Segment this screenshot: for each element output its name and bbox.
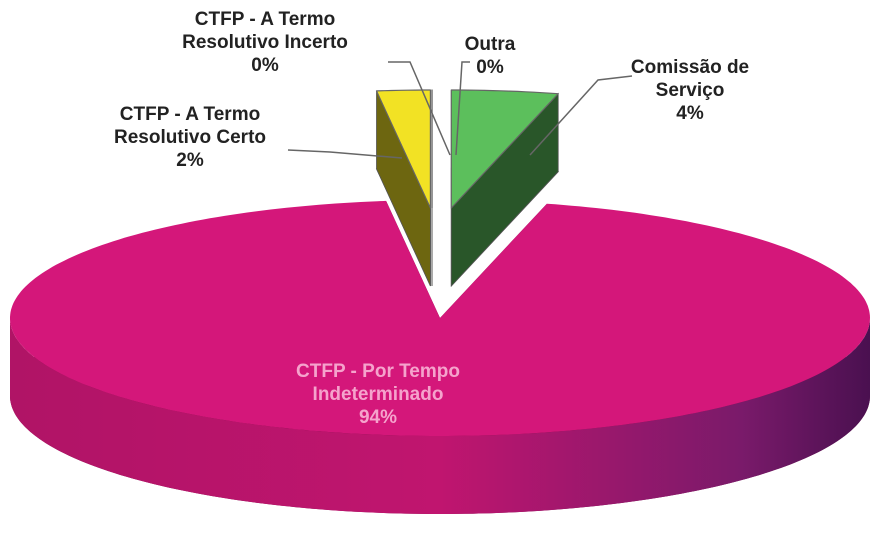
data-label: Comissão de Serviço 4% (631, 56, 749, 125)
leader-line (388, 61, 451, 156)
slice-value: 0% (476, 57, 504, 78)
slice-name: Comissão de Serviço (630, 57, 750, 101)
slice-value: 0% (251, 55, 279, 76)
leader-lines (287, 61, 633, 159)
slice-name: CTFP - Por Tempo Indeterminado (296, 361, 460, 405)
data-label: CTFP - Por Tempo Indeterminado 94% (296, 360, 460, 429)
slice-value: 2% (176, 150, 204, 171)
data-label: Outra 0% (465, 33, 516, 79)
slice-name: Outra (464, 34, 516, 55)
data-label: CTFP - A Termo Resolutivo Certo 2% (114, 103, 266, 172)
slice-value: 4% (676, 103, 704, 124)
slice-side (10, 318, 870, 514)
leader-line (529, 75, 633, 156)
data-label: CTFP - A Termo Resolutivo Incerto 0% (182, 8, 348, 77)
pie-slice (375, 89, 431, 209)
slice-name: CTFP - A Termo Resolutivo Incerto (182, 9, 348, 53)
leader-line (455, 61, 470, 156)
slice-value: 94% (358, 407, 398, 428)
pie-slice (10, 200, 870, 436)
leader-line (287, 149, 403, 159)
slice-name: CTFP - A Termo Resolutivo Certo (113, 104, 267, 148)
pie-slice (450, 89, 559, 209)
